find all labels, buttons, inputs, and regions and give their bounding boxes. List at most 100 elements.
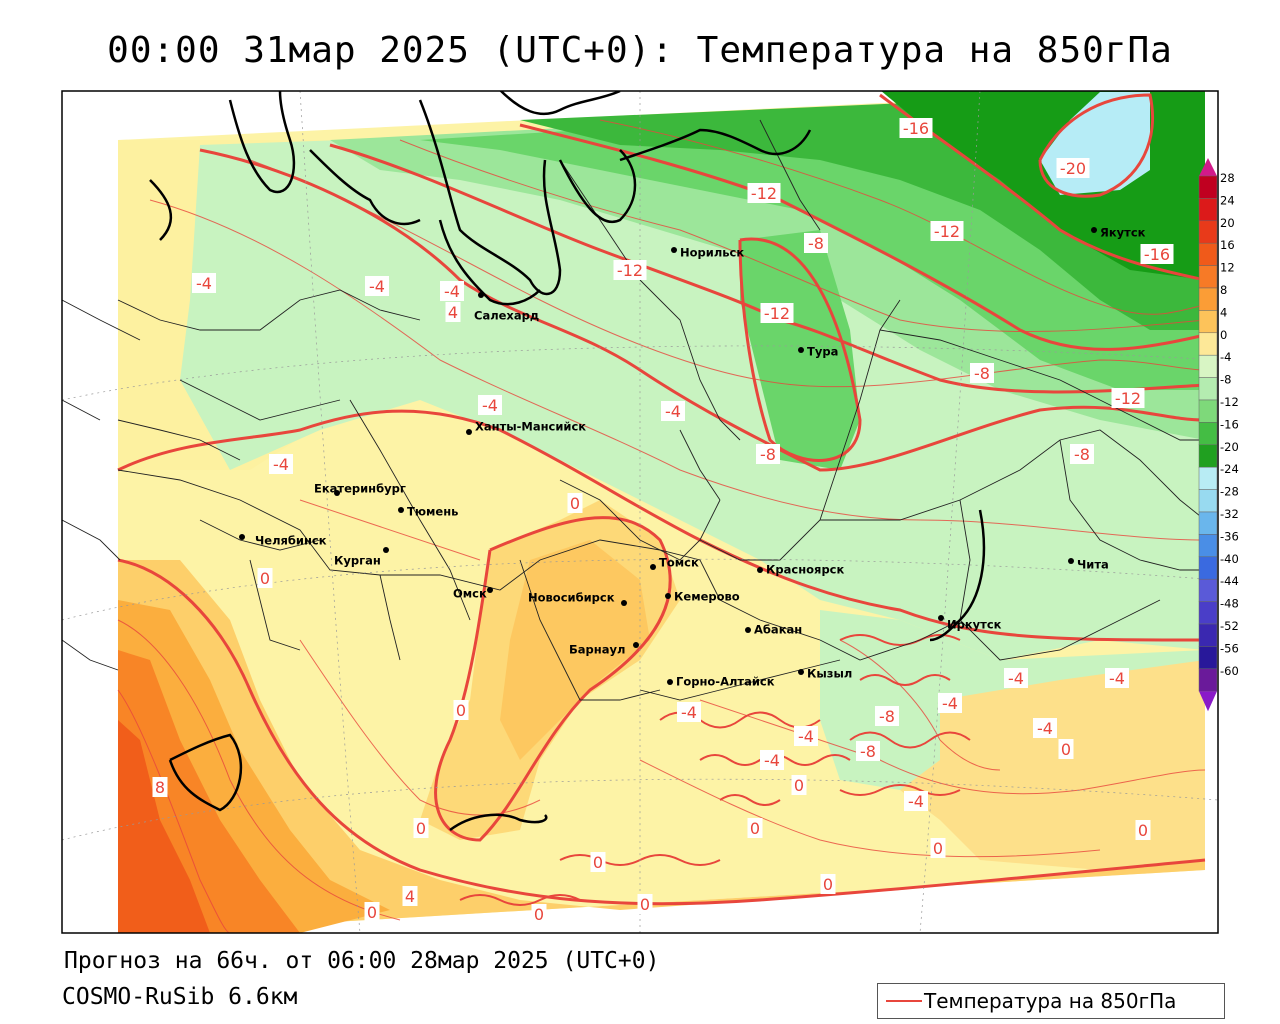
legend-line-swatch <box>886 1000 922 1002</box>
city-label: Екатеринбург <box>314 482 406 496</box>
city-label: Красноярск <box>766 563 844 577</box>
colorbar-tick-label: -56 <box>1220 641 1239 655</box>
colorbar-swatch <box>1198 287 1218 311</box>
contour-label-box <box>402 886 418 906</box>
colorbar-swatch <box>1198 444 1218 468</box>
contour-label: -12 <box>934 222 960 241</box>
city-dot-icon <box>383 547 389 553</box>
contour-label: -12 <box>764 304 790 323</box>
contour-label: -16 <box>1144 245 1170 264</box>
contour-label: -12 <box>751 184 777 203</box>
contour-label-box <box>747 183 781 203</box>
graticule <box>62 91 1218 933</box>
contour-label-box <box>453 700 469 720</box>
page-title: 00:00 31мар 2025 (UTC+0): Температура на… <box>107 30 1173 71</box>
contour-label: -8 <box>860 742 876 761</box>
city-label: Чита <box>1077 558 1109 572</box>
colorbar-swatch <box>1198 556 1218 580</box>
city-label: Кызыл <box>807 667 852 681</box>
contour-label: -4 <box>942 694 958 713</box>
city-dot-icon <box>1091 227 1097 233</box>
colorbar-tick-label: 24 <box>1220 193 1235 207</box>
contour-label-box <box>413 818 429 838</box>
city-label: Челябинск <box>255 534 327 548</box>
contour-label-box <box>970 363 994 383</box>
contour-label: -4 <box>1037 719 1053 738</box>
contour-label-box <box>365 276 389 296</box>
city-label: Якутск <box>1100 226 1146 240</box>
contour-label: -16 <box>903 119 929 138</box>
contour-label-box <box>804 233 828 253</box>
colorbar-swatch <box>1198 511 1218 535</box>
contour-label: 8 <box>155 778 165 797</box>
colorbar-tick-label: -40 <box>1220 552 1239 566</box>
contour-label-box <box>938 693 962 713</box>
contour-label-box <box>794 726 818 746</box>
contour-label: 0 <box>593 853 603 872</box>
contour-label-box <box>1105 668 1129 688</box>
contour-label-box <box>820 874 836 894</box>
colorbar-swatch <box>1198 489 1218 513</box>
contour-label: 0 <box>456 701 466 720</box>
contour-label: -4 <box>798 727 814 746</box>
colorbar-tick-label: 16 <box>1220 238 1235 252</box>
contour-label-box <box>1056 158 1090 178</box>
city-dot-icon <box>621 600 627 606</box>
contour-label: -4 <box>908 792 924 811</box>
colorbar-tick-label: -52 <box>1220 619 1239 633</box>
contour-label: -4 <box>444 282 460 301</box>
contour-label-box <box>1004 668 1028 688</box>
colorbar-tick-label: -32 <box>1220 507 1239 521</box>
colorbar-tick-label: -28 <box>1220 485 1239 499</box>
city-dot-icon <box>650 564 656 570</box>
contour-label: -20 <box>1060 159 1086 178</box>
contour-label: 0 <box>416 819 426 838</box>
contour-label-box <box>152 777 168 797</box>
contour-label-box <box>192 273 216 293</box>
city-dot-icon <box>334 490 340 496</box>
city-dot-icon <box>938 615 944 621</box>
contour-label-box <box>856 741 880 761</box>
city-dot-icon <box>757 567 763 573</box>
colorbar-tick-label: 8 <box>1220 283 1227 297</box>
city-label: Ханты-Мансийск <box>475 420 586 434</box>
contour-label-box <box>1058 739 1074 759</box>
legend: Температура на 850гПа <box>877 983 1225 1019</box>
contour-label: -12 <box>617 261 643 280</box>
contour-label: -8 <box>974 364 990 383</box>
contour-label: -8 <box>879 707 895 726</box>
contour-label-box <box>1135 820 1151 840</box>
contour-label: -4 <box>764 751 780 770</box>
colorbar-swatch <box>1198 377 1218 401</box>
contour-label: 4 <box>448 303 458 322</box>
contour-label-box <box>1033 718 1057 738</box>
city-label: Абакан <box>754 623 802 637</box>
contour-label-box <box>613 260 647 280</box>
contour-label: 0 <box>640 895 650 914</box>
colorbar-swatch <box>1198 578 1218 602</box>
colorbar-swatch <box>1198 534 1218 558</box>
city-label: Курган <box>334 554 381 568</box>
colorbar-tick-label: -8 <box>1220 373 1231 387</box>
contour-label-box <box>440 281 464 301</box>
colorbar-bottom-arrow-icon <box>1199 691 1217 712</box>
city-label: Тюмень <box>407 505 458 519</box>
colorbar-swatch <box>1198 422 1218 446</box>
contour-label-box <box>1111 388 1145 408</box>
contour-label-box <box>269 454 293 474</box>
colorbar-tick-label: 4 <box>1220 305 1227 319</box>
colorbar-swatch <box>1198 466 1218 490</box>
contour-label-box <box>531 904 547 924</box>
forecast-info: Прогноз на 66ч. от 06:00 28мар 2025 (UTC… <box>64 948 660 974</box>
city-label: Барнаул <box>569 643 625 657</box>
contour-label-box <box>257 568 273 588</box>
colorbar-tick-label: -20 <box>1220 440 1239 454</box>
city-label: Кемерово <box>674 590 740 604</box>
city-label: Салехард <box>474 309 539 323</box>
contour-label: -4 <box>482 396 498 415</box>
contour-label: 0 <box>1061 740 1071 759</box>
contour-label-box <box>930 838 946 858</box>
colorbar-tick-label: -12 <box>1220 395 1239 409</box>
city-dot-icon <box>665 593 671 599</box>
contour-label-box <box>478 395 502 415</box>
